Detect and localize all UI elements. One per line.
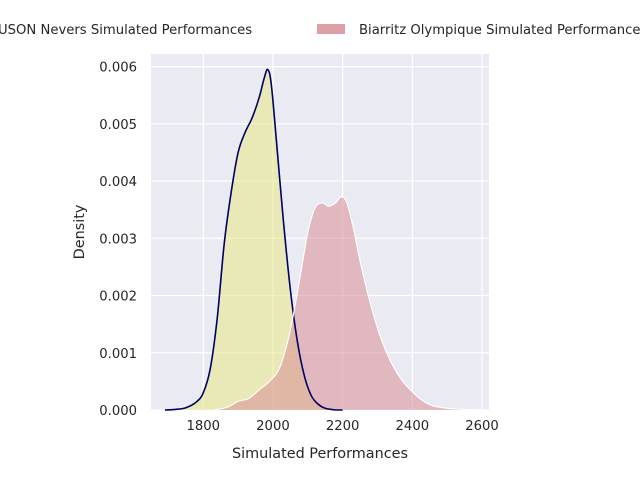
y-tick-label: 0.000 <box>99 404 137 419</box>
x-axis-label: Simulated Performances <box>232 446 408 462</box>
biarritz-olympique-density-line <box>213 196 483 411</box>
x-tick-label: 2000 <box>256 419 290 434</box>
y-axis-ticks: 0.000 0.001 0.002 0.003 0.004 0.005 0.006 <box>99 61 137 419</box>
y-tick-label: 0.001 <box>99 347 137 362</box>
x-tick-label: 2400 <box>396 419 430 434</box>
x-axis-ticks: 1800 2000 2200 2400 2600 <box>186 419 498 434</box>
y-axis-label: Density <box>72 204 88 259</box>
uson-nevers-legend-label: USON Nevers Simulated Performances <box>0 23 252 38</box>
y-tick-label: 0.005 <box>99 118 137 133</box>
legend: USON Nevers Simulated Performances Biarri… <box>0 23 640 38</box>
y-tick-label: 0.002 <box>99 290 137 305</box>
y-tick-label: 0.003 <box>99 232 137 247</box>
uson-nevers-density-area <box>164 69 343 411</box>
biarritz-olympique-density-area <box>213 196 483 410</box>
x-tick-label: 2600 <box>465 419 499 434</box>
biarritz-olympique-legend-label: Biarritz Olympique Simulated Performance… <box>359 23 640 38</box>
y-tick-label: 0.006 <box>99 61 137 76</box>
x-tick-label: 1800 <box>186 419 220 434</box>
density-areas <box>164 69 483 411</box>
biarritz-olympique-legend-swatch <box>317 24 345 34</box>
density-lines <box>164 68 483 411</box>
x-tick-label: 2200 <box>326 419 360 434</box>
uson-nevers-density-line <box>164 68 343 411</box>
y-tick-label: 0.004 <box>99 175 137 190</box>
